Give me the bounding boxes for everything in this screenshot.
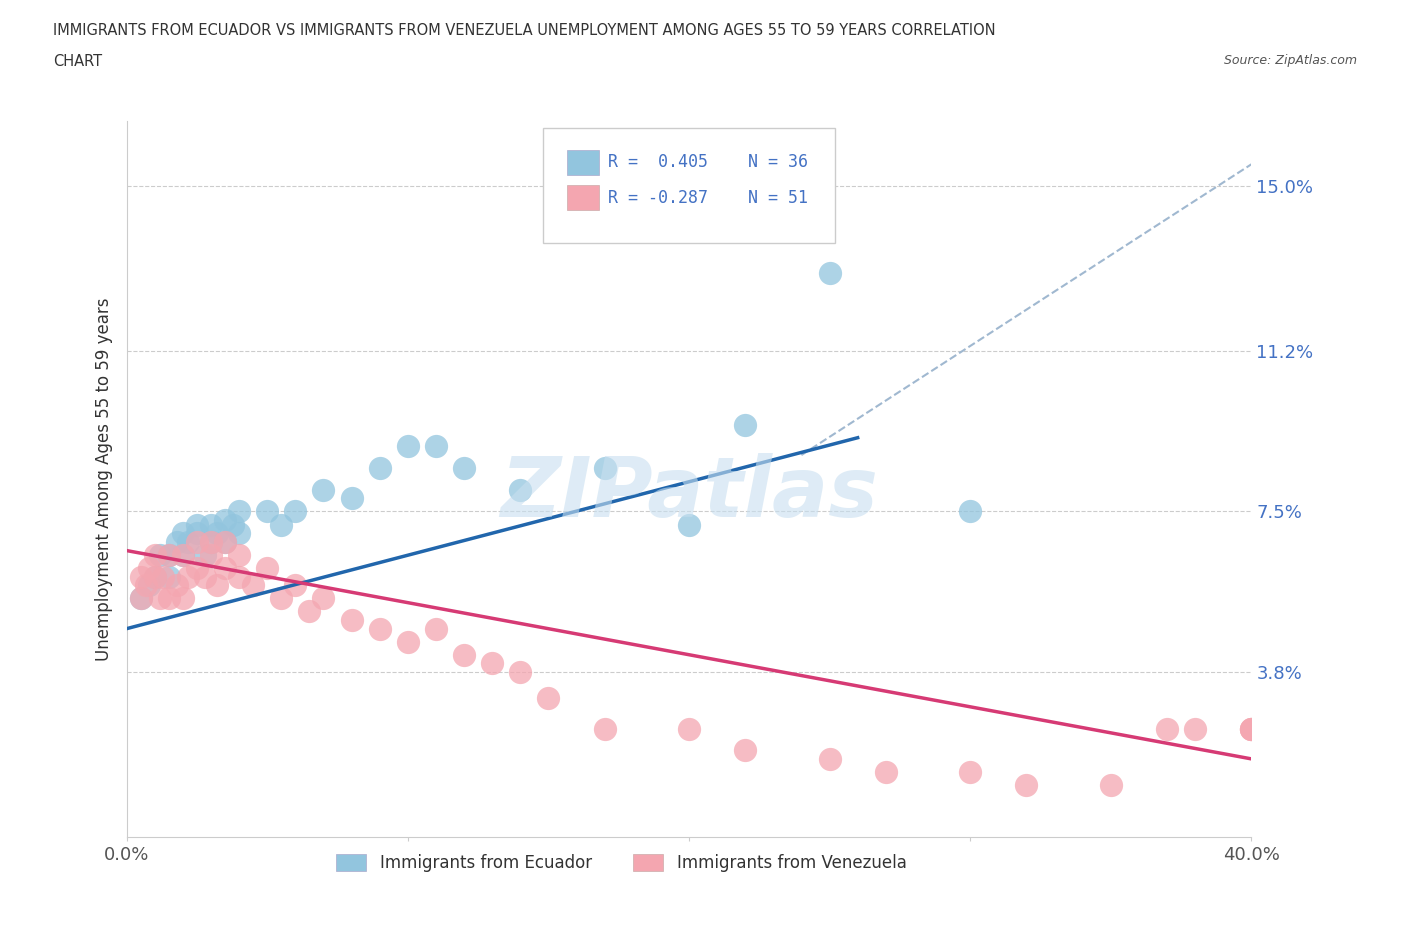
Point <box>270 517 292 532</box>
Point <box>818 751 841 766</box>
Text: R =  0.405    N = 36: R = 0.405 N = 36 <box>607 153 808 171</box>
Point <box>214 535 236 550</box>
Point <box>228 548 250 563</box>
Point <box>186 535 208 550</box>
Point <box>818 265 841 280</box>
Point <box>135 578 157 592</box>
Point <box>143 569 166 584</box>
Point <box>214 512 236 527</box>
Point <box>186 517 208 532</box>
Point <box>172 548 194 563</box>
Point <box>312 591 335 605</box>
Text: R = -0.287    N = 51: R = -0.287 N = 51 <box>607 189 808 207</box>
Point <box>678 721 700 736</box>
Point <box>537 691 560 706</box>
Point <box>875 764 897 779</box>
Point <box>1184 721 1206 736</box>
Point <box>959 504 981 519</box>
Point <box>200 548 222 563</box>
Point <box>172 525 194 540</box>
Point <box>1156 721 1178 736</box>
Point <box>959 764 981 779</box>
Point <box>129 569 152 584</box>
Point <box>368 621 391 636</box>
Point <box>149 591 172 605</box>
Point <box>1240 721 1263 736</box>
Point <box>453 460 475 475</box>
Point <box>138 578 160 592</box>
Point <box>509 665 531 680</box>
Y-axis label: Unemployment Among Ages 55 to 59 years: Unemployment Among Ages 55 to 59 years <box>94 298 112 660</box>
Point <box>298 604 321 618</box>
Point <box>340 613 363 628</box>
Point <box>214 535 236 550</box>
Point <box>149 548 172 563</box>
FancyBboxPatch shape <box>568 185 599 210</box>
Point <box>166 535 188 550</box>
Point <box>200 535 222 550</box>
Point <box>734 418 756 432</box>
Point <box>205 525 228 540</box>
Point <box>222 517 245 532</box>
Text: ZIPatlas: ZIPatlas <box>501 453 877 534</box>
Point <box>256 561 278 576</box>
Point <box>734 743 756 758</box>
Point <box>1240 721 1263 736</box>
Point <box>172 591 194 605</box>
Point <box>1099 777 1122 792</box>
Point <box>242 578 264 592</box>
FancyBboxPatch shape <box>543 128 835 243</box>
Point <box>214 561 236 576</box>
FancyBboxPatch shape <box>568 150 599 175</box>
Point <box>228 569 250 584</box>
Point <box>177 535 200 550</box>
Point <box>157 548 180 563</box>
Point <box>157 548 180 563</box>
Point <box>177 569 200 584</box>
Point <box>200 535 222 550</box>
Point <box>143 569 166 584</box>
Point <box>593 721 616 736</box>
Point <box>1240 721 1263 736</box>
Point <box>593 460 616 475</box>
Point <box>157 591 180 605</box>
Point <box>256 504 278 519</box>
Point <box>200 517 222 532</box>
Point <box>129 591 152 605</box>
Point <box>186 525 208 540</box>
Point <box>228 504 250 519</box>
Point <box>1015 777 1038 792</box>
Point <box>312 483 335 498</box>
Point <box>509 483 531 498</box>
Point <box>340 491 363 506</box>
Point <box>678 517 700 532</box>
Point <box>396 439 419 454</box>
Text: CHART: CHART <box>53 54 103 69</box>
Point <box>284 504 307 519</box>
Point <box>143 548 166 563</box>
Point <box>186 561 208 576</box>
Point <box>425 621 447 636</box>
Point <box>425 439 447 454</box>
Text: Source: ZipAtlas.com: Source: ZipAtlas.com <box>1223 54 1357 67</box>
Point <box>481 656 503 671</box>
Point <box>194 569 217 584</box>
Point <box>368 460 391 475</box>
Point <box>205 578 228 592</box>
Point <box>284 578 307 592</box>
Point <box>129 591 152 605</box>
Point <box>152 569 174 584</box>
Legend: Immigrants from Ecuador, Immigrants from Venezuela: Immigrants from Ecuador, Immigrants from… <box>329 847 914 879</box>
Text: IMMIGRANTS FROM ECUADOR VS IMMIGRANTS FROM VENEZUELA UNEMPLOYMENT AMONG AGES 55 : IMMIGRANTS FROM ECUADOR VS IMMIGRANTS FR… <box>53 23 995 38</box>
Point <box>166 578 188 592</box>
Point <box>270 591 292 605</box>
Point <box>172 548 194 563</box>
Point <box>157 569 180 584</box>
Point <box>453 647 475 662</box>
Point <box>228 525 250 540</box>
Point <box>194 548 217 563</box>
Point <box>396 634 419 649</box>
Point <box>138 561 160 576</box>
